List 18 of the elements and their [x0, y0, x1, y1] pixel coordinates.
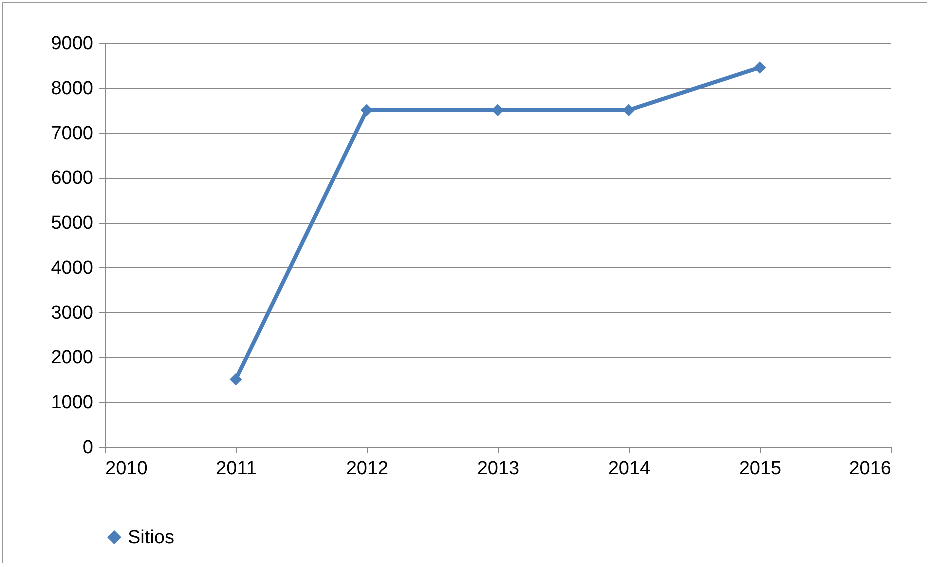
- legend-label: Sitios: [128, 528, 174, 548]
- y-tick-label: 0: [82, 438, 94, 458]
- y-tick-label: 2000: [51, 348, 94, 369]
- y-tick-label: 4000: [51, 258, 94, 279]
- x-tick-label: 2014: [608, 458, 652, 480]
- x-tick-label: 2013: [477, 458, 520, 480]
- y-tick-label: 1000: [51, 392, 94, 414]
- y-tick-label: 8000: [51, 78, 94, 100]
- y-tick-label: 5000: [51, 213, 94, 234]
- y-tick-label: 3000: [51, 302, 94, 324]
- x-tick-label: 2015: [739, 458, 782, 480]
- y-tick-label: 6000: [51, 168, 94, 190]
- x-tick-label: 2016: [849, 458, 892, 480]
- x-tick-label: 2011: [216, 458, 257, 480]
- x-tick-label: 2010: [106, 458, 148, 480]
- x-tick-label: 2012: [346, 458, 389, 480]
- y-tick-label: 7000: [51, 123, 94, 144]
- y-tick-label: 9000: [51, 34, 94, 54]
